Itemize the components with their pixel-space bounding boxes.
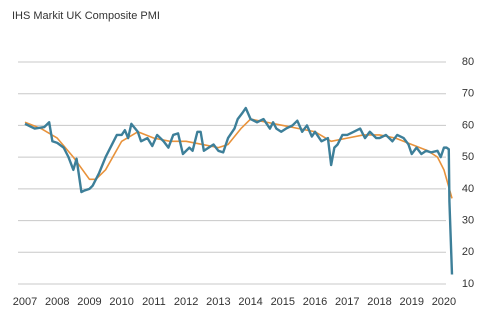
x-tick-label: 2019 bbox=[399, 296, 423, 308]
x-tick-label: 2018 bbox=[367, 296, 391, 308]
y-tick-label: 50 bbox=[462, 151, 474, 163]
x-tick-label: 2008 bbox=[45, 296, 69, 308]
x-tick-label: 2010 bbox=[109, 296, 133, 308]
x-tick-label: 2016 bbox=[303, 296, 327, 308]
x-tick-label: 2014 bbox=[238, 296, 262, 308]
y-tick-label: 40 bbox=[462, 183, 474, 195]
x-tick-label: 2020 bbox=[432, 296, 456, 308]
line-series bbox=[24, 106, 454, 275]
line-series bbox=[24, 118, 453, 199]
x-tick-label: 2007 bbox=[13, 296, 37, 308]
y-tick-label: 80 bbox=[462, 56, 474, 68]
x-tick-label: 2015 bbox=[271, 296, 295, 308]
y-tick-label: 30 bbox=[462, 214, 474, 226]
x-tick-label: 2013 bbox=[206, 296, 230, 308]
x-tick-label: 2011 bbox=[142, 296, 166, 308]
y-tick-label: 20 bbox=[462, 246, 474, 258]
x-tick-label: 2012 bbox=[174, 296, 198, 308]
x-tick-label: 2009 bbox=[77, 296, 101, 308]
y-tick-label: 10 bbox=[462, 278, 474, 290]
x-tick-label: 2017 bbox=[335, 296, 359, 308]
chart-title: IHS Markit UK Composite PMI bbox=[12, 10, 160, 22]
y-tick-label: 60 bbox=[462, 119, 474, 131]
y-tick-label: 70 bbox=[462, 88, 474, 100]
